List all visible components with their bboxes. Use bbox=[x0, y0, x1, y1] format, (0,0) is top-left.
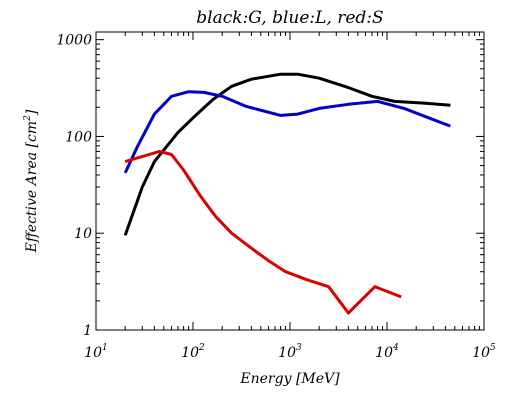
y-axis-label: Effective Area [cm2] bbox=[23, 109, 40, 253]
series-line-black bbox=[123, 72, 451, 236]
y-axis-label-unit-close: ] bbox=[24, 109, 40, 116]
series-line-red bbox=[124, 149, 402, 315]
x-tick-label: 104 bbox=[375, 343, 399, 361]
x-tick-label: 101 bbox=[84, 343, 108, 361]
y-axis-label-unit-exp: 2 bbox=[23, 115, 33, 122]
x-axis-label-main: Energy bbox=[239, 371, 292, 387]
axis-ticks bbox=[95, 32, 485, 331]
data-series bbox=[123, 72, 451, 315]
x-tick-label: 105 bbox=[472, 343, 496, 361]
y-tick-label: 100 bbox=[65, 129, 92, 145]
chart-title: black:G, blue:L, red:S bbox=[196, 8, 383, 28]
plot-frame bbox=[95, 31, 485, 331]
x-tick-labels: 101 102 103 104 105 bbox=[84, 343, 496, 361]
x-tick-label: 102 bbox=[181, 343, 205, 361]
y-tick-label: 1 bbox=[83, 323, 92, 339]
y-axis-label-main: Effective Area bbox=[24, 152, 40, 253]
series-line-blue bbox=[123, 90, 451, 174]
x-axis-label: Energy [MeV] bbox=[239, 371, 340, 387]
y-tick-label: 1000 bbox=[56, 33, 92, 49]
y-tick-labels: 1 10 100 1000 bbox=[56, 33, 92, 339]
x-axis-label-unit: [MeV] bbox=[296, 371, 340, 387]
y-axis-label-unit: [cm bbox=[24, 121, 40, 148]
y-tick-label: 10 bbox=[74, 226, 92, 242]
x-tick-label: 103 bbox=[278, 343, 302, 361]
